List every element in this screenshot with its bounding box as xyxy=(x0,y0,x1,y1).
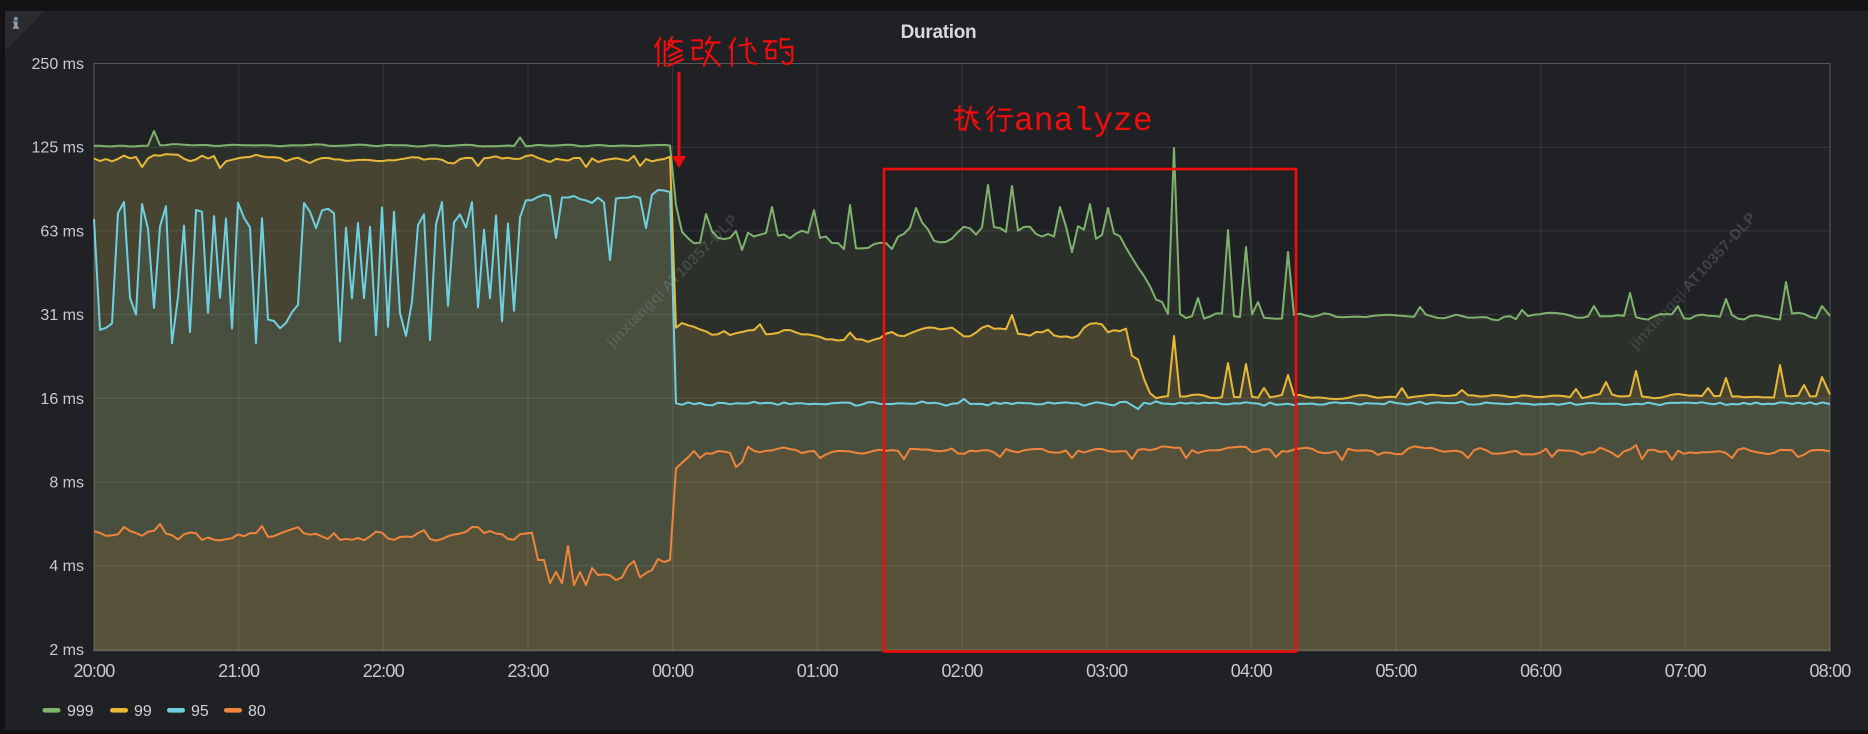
svg-text:999: 999 xyxy=(67,703,94,720)
svg-text:02:00: 02:00 xyxy=(941,661,983,681)
svg-text:04:00: 04:00 xyxy=(1231,661,1273,681)
svg-text:63 ms: 63 ms xyxy=(40,223,84,240)
svg-text:95: 95 xyxy=(191,703,209,720)
svg-text:125 ms: 125 ms xyxy=(32,140,84,157)
svg-text:20:00: 20:00 xyxy=(73,661,115,681)
svg-text:250 ms: 250 ms xyxy=(32,56,84,73)
svg-text:31 ms: 31 ms xyxy=(40,307,84,324)
svg-text:4 ms: 4 ms xyxy=(49,558,84,575)
svg-text:80: 80 xyxy=(248,703,266,720)
svg-text:23:00: 23:00 xyxy=(507,661,549,681)
svg-text:8 ms: 8 ms xyxy=(49,475,84,492)
svg-text:03:00: 03:00 xyxy=(1086,661,1128,681)
svg-text:16 ms: 16 ms xyxy=(40,391,84,408)
svg-text:05:00: 05:00 xyxy=(1375,661,1417,681)
svg-text:00:00: 00:00 xyxy=(652,661,694,681)
svg-text:01:00: 01:00 xyxy=(797,661,839,681)
svg-text:99: 99 xyxy=(134,703,152,720)
svg-text:06:00: 06:00 xyxy=(1520,661,1562,681)
svg-text:07:00: 07:00 xyxy=(1665,661,1707,681)
svg-text:2 ms: 2 ms xyxy=(49,642,84,659)
svg-text:Duration: Duration xyxy=(901,22,977,43)
svg-text:08:00: 08:00 xyxy=(1809,661,1851,681)
svg-text:21:00: 21:00 xyxy=(218,661,260,681)
svg-text:analyze: analyze xyxy=(1014,103,1153,140)
svg-text:22:00: 22:00 xyxy=(363,661,405,681)
